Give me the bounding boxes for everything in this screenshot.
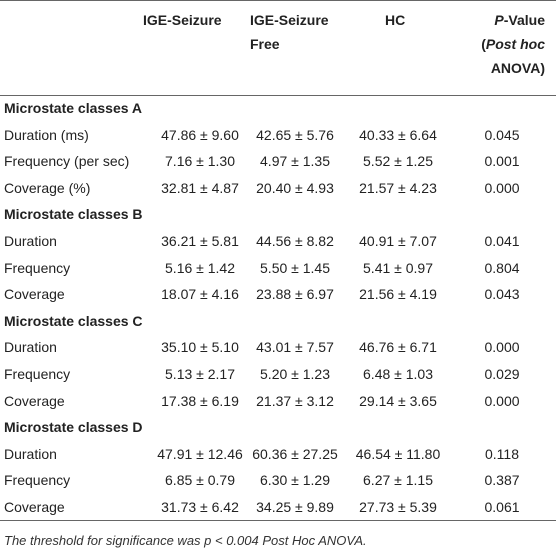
cell: 31.73 ± 6.42	[161, 499, 239, 515]
row-label: Duration	[4, 233, 57, 249]
cell: 5.52 ± 1.25	[363, 153, 433, 170]
cell: 36.21 ± 5.81	[161, 233, 239, 249]
column-header: IGE-Seizure	[143, 12, 222, 28]
cell: 0.061	[484, 499, 520, 515]
cell: 21.56 ± 4.19	[359, 286, 437, 303]
cell: 6.85 ± 0.79	[165, 472, 235, 489]
cell: 47.86 ± 9.60	[161, 126, 239, 143]
cell: 40.33 ± 6.64	[359, 126, 437, 143]
cell: 0.387	[484, 472, 520, 489]
cell: 47.91 ± 12.46	[157, 445, 243, 462]
cell: 5.20 ± 1.23	[260, 366, 330, 382]
header-part: P	[494, 12, 504, 28]
row-label: Duration	[4, 339, 57, 356]
header-part: -Value	[503, 12, 545, 28]
column-header: HC	[385, 12, 406, 28]
rule	[0, 520, 556, 521]
cell: 17.38 ± 6.19	[161, 392, 239, 409]
cell: 60.36 ± 27.25	[252, 445, 338, 462]
cell: 0.804	[484, 259, 520, 276]
cell: 6.30 ± 1.29	[260, 472, 330, 489]
cell: 27.73 ± 5.39	[359, 499, 437, 515]
cell: 46.54 ± 11.80	[355, 445, 441, 462]
cell: 0.001	[484, 153, 520, 170]
cell: 46.76 ± 6.71	[359, 339, 437, 356]
row-label: Duration (ms)	[4, 126, 89, 143]
group-title: Microstate classes A	[4, 100, 142, 116]
header-part: ANOVA)	[490, 60, 545, 76]
cell: 32.81 ± 4.87	[161, 179, 239, 196]
cell: 0.000	[484, 339, 520, 356]
cell: 40.91 ± 7.07	[359, 233, 437, 249]
cell: 6.27 ± 1.15	[363, 472, 433, 489]
cell: 0.045	[484, 126, 520, 143]
column-header: P-Value (Post hoc ANOVA)	[460, 8, 545, 80]
column-header: IGE-Seizure Free	[250, 12, 329, 52]
footnote: The threshold for significance was p < 0…	[4, 533, 367, 548]
cell: 5.50 ± 1.45	[260, 259, 330, 276]
row-label: Frequency	[4, 259, 71, 276]
rule	[0, 95, 556, 96]
row-label: Coverage (%)	[4, 179, 91, 196]
row-label: Frequency	[4, 472, 71, 489]
cell: 44.56 ± 8.82	[256, 233, 334, 249]
cell: 4.97 ± 1.35	[260, 153, 330, 170]
cell: 0.043	[484, 286, 520, 303]
rule	[0, 0, 556, 1]
cell: 0.118	[485, 445, 519, 462]
row-label: Duration	[4, 445, 57, 462]
cell: 43.01 ± 7.57	[256, 339, 334, 356]
group-title: Microstate classes C	[4, 312, 143, 329]
cell: 7.16 ± 1.30	[165, 153, 235, 170]
cell: 35.10 ± 5.10	[161, 339, 239, 356]
cell: 0.000	[484, 392, 520, 409]
cell: 18.07 ± 4.16	[161, 286, 239, 303]
header-part: Post hoc	[485, 36, 545, 52]
cell: 21.37 ± 3.12	[256, 392, 334, 409]
cell: 0.029	[484, 366, 520, 382]
cell: 5.41 ± 0.97	[363, 259, 433, 276]
cell: 29.14 ± 3.65	[359, 392, 437, 409]
cell: 21.57 ± 4.23	[359, 179, 437, 196]
row-label: Frequency (per sec)	[4, 153, 130, 170]
cell: 42.65 ± 5.76	[256, 126, 334, 143]
group-title: Microstate classes B	[4, 206, 143, 223]
cell: 5.16 ± 1.42	[165, 259, 235, 276]
cell: 0.041	[484, 233, 520, 249]
group-title: Microstate classes D	[4, 419, 143, 436]
row-label: Coverage	[4, 499, 65, 515]
cell: 6.48 ± 1.03	[363, 366, 433, 382]
cell: 5.13 ± 2.17	[165, 366, 235, 382]
row-label: Frequency	[4, 366, 71, 382]
cell: 0.000	[484, 179, 520, 196]
header-part: (	[481, 36, 486, 52]
cell: 34.25 ± 9.89	[256, 499, 334, 515]
cell: 20.40 ± 4.93	[256, 179, 334, 196]
cell: 23.88 ± 6.97	[256, 286, 334, 303]
row-label: Coverage	[4, 392, 65, 409]
row-label: Coverage	[4, 286, 65, 303]
